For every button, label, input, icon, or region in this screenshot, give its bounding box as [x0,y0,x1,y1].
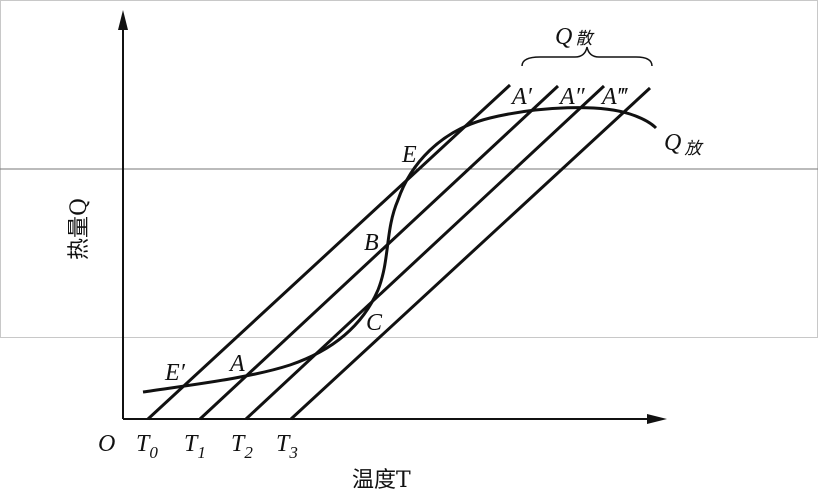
x-axis-arrow-icon [647,414,667,424]
point-e-label: E [401,142,417,168]
tick-t0: T0 [136,431,158,462]
tick-t1: T1 [184,431,206,462]
point-b-label: B [364,230,379,256]
y-axis-label: 热量Q [67,198,92,260]
tick-t3: T3 [276,431,298,462]
q-loss-brace [521,46,653,67]
point-c-label: C [366,310,383,336]
heat-loss-line-t2 [244,84,606,421]
y-axis-arrow-icon [118,10,128,30]
point-a2-label: A″ [558,84,586,110]
x-axis-label: 温度T [352,468,411,493]
origin-label: O [98,431,115,457]
point-a-label: A [228,351,245,377]
heat-loss-line-t0 [146,83,512,421]
point-e-prime-label: E′ [164,360,186,386]
tick-t2: T2 [231,431,253,462]
heat-release-curve [142,106,658,394]
heat-loss-line-t3 [289,86,652,421]
point-a3-label: A‴ [600,84,629,110]
heat-loss-line-t1 [198,84,560,421]
point-a1-label: A′ [510,84,533,110]
